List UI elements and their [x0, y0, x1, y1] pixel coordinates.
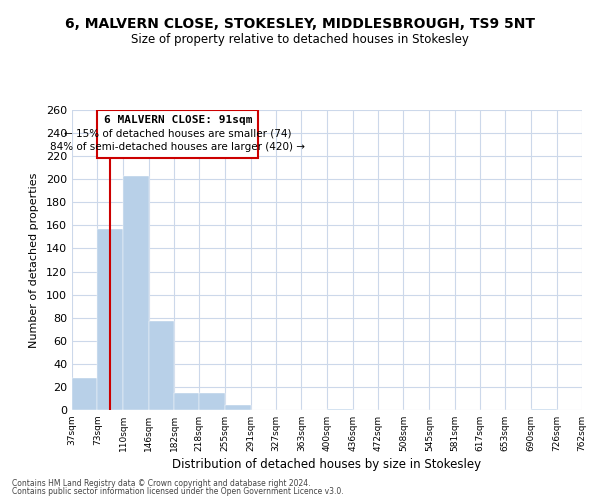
Bar: [97, 110, 259, 158]
Bar: [226, 406, 251, 410]
Text: 6 MALVERN CLOSE: 91sqm: 6 MALVERN CLOSE: 91sqm: [104, 114, 252, 124]
Bar: [149, 321, 174, 410]
X-axis label: Distribution of detached houses by size in Stokesley: Distribution of detached houses by size …: [172, 458, 482, 471]
Bar: [124, 176, 149, 410]
Bar: [174, 392, 199, 410]
Bar: [97, 229, 124, 410]
Y-axis label: Number of detached properties: Number of detached properties: [29, 172, 39, 348]
Text: Contains public sector information licensed under the Open Government Licence v3: Contains public sector information licen…: [12, 487, 344, 496]
Text: Contains HM Land Registry data © Crown copyright and database right 2024.: Contains HM Land Registry data © Crown c…: [12, 478, 311, 488]
Bar: [532, 409, 557, 410]
Text: 84% of semi-detached houses are larger (420) →: 84% of semi-detached houses are larger (…: [50, 142, 305, 152]
Bar: [199, 392, 226, 410]
Text: 6, MALVERN CLOSE, STOKESLEY, MIDDLESBROUGH, TS9 5NT: 6, MALVERN CLOSE, STOKESLEY, MIDDLESBROU…: [65, 18, 535, 32]
Bar: [582, 409, 600, 410]
Bar: [72, 378, 97, 410]
Text: Size of property relative to detached houses in Stokesley: Size of property relative to detached ho…: [131, 32, 469, 46]
Text: ← 15% of detached houses are smaller (74): ← 15% of detached houses are smaller (74…: [64, 128, 292, 138]
Bar: [328, 409, 353, 410]
